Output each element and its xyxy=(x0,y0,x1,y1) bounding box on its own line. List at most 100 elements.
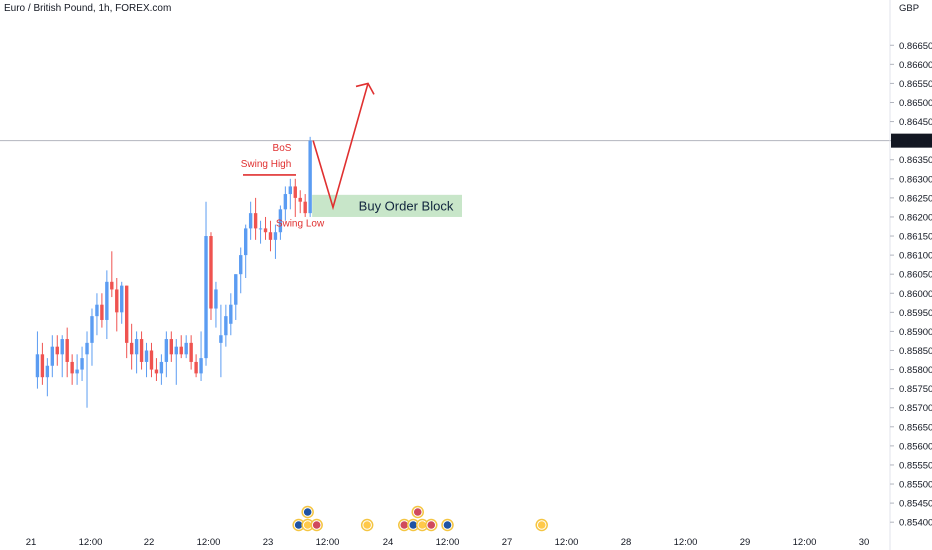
candle-body xyxy=(219,335,223,343)
price-tick-label: 0.85950 xyxy=(899,308,932,319)
candle xyxy=(149,342,154,378)
candle-body xyxy=(55,346,59,355)
price-tick-label: 0.85450 xyxy=(899,499,932,510)
event-marker xyxy=(292,505,323,532)
candle xyxy=(263,216,268,240)
price-tick-label: 0.85700 xyxy=(899,403,932,414)
candle-body xyxy=(248,213,253,229)
candle xyxy=(110,251,114,298)
event-marker xyxy=(398,505,438,532)
candle-body xyxy=(209,236,213,309)
candle-body xyxy=(35,354,40,378)
candle-body xyxy=(65,339,69,362)
candle-body xyxy=(234,274,238,305)
event-flag xyxy=(303,508,312,516)
candle xyxy=(100,293,104,328)
order-block-label: Buy Order Block xyxy=(359,198,454,213)
price-tick-label: 0.85400 xyxy=(899,518,932,529)
time-tick-label: 12:00 xyxy=(316,537,340,548)
candle-body xyxy=(179,346,183,355)
event-flag xyxy=(418,521,427,529)
time-tick-label: 27 xyxy=(502,537,513,548)
economic-events xyxy=(292,505,548,532)
event-flag xyxy=(443,521,452,529)
candle-body xyxy=(124,285,129,343)
candle xyxy=(184,335,188,359)
price-tick-label: 0.86300 xyxy=(899,174,932,185)
candle-body xyxy=(134,339,139,355)
time-tick-label: 22 xyxy=(144,537,155,548)
annotations: Buy Order Block Swing High BoS Swing Low xyxy=(241,82,462,229)
candle xyxy=(50,335,55,378)
candle xyxy=(234,274,238,320)
candle xyxy=(209,232,213,320)
time-tick-label: 30 xyxy=(859,537,870,548)
price-tick-label: 0.86350 xyxy=(899,155,932,166)
candle-body xyxy=(204,236,208,359)
candle xyxy=(308,136,312,217)
price-tick-label: 0.85850 xyxy=(899,346,932,357)
candle-body xyxy=(169,339,174,355)
candle xyxy=(204,201,208,366)
price-tick-label: 0.86500 xyxy=(899,98,932,109)
candle xyxy=(179,335,183,359)
candle-body xyxy=(85,342,89,355)
event-flag xyxy=(294,521,303,529)
price-tick-label: 0.86150 xyxy=(899,232,932,243)
candle-body xyxy=(159,361,164,374)
candle-body xyxy=(214,289,218,309)
time-tick-label: 12:00 xyxy=(436,537,460,548)
candle-body xyxy=(50,346,55,366)
candle xyxy=(129,323,134,370)
candle xyxy=(85,331,89,408)
candle xyxy=(219,304,223,378)
candle xyxy=(154,358,159,382)
price-tick-label: 0.85550 xyxy=(899,460,932,471)
candle-body xyxy=(40,354,45,378)
price-tick-label: 0.85600 xyxy=(899,441,932,452)
time-tick-label: 28 xyxy=(621,537,632,548)
candle-body xyxy=(258,228,263,230)
candle-body xyxy=(174,346,178,355)
candle-body xyxy=(60,339,64,355)
price-tick-label: 0.86450 xyxy=(899,117,932,128)
candle-body xyxy=(199,358,203,374)
time-tick-label: 12:00 xyxy=(674,537,698,548)
candle-body xyxy=(268,232,273,240)
price-tick-label: 0.85650 xyxy=(899,422,932,433)
candle-body xyxy=(194,361,198,374)
candle-body xyxy=(70,361,74,374)
event-flag xyxy=(400,521,409,529)
candle-body xyxy=(253,213,258,229)
candle xyxy=(293,178,297,217)
time-tick-label: 12:00 xyxy=(197,537,221,548)
candle xyxy=(105,270,109,340)
candle-body xyxy=(189,342,193,362)
candle xyxy=(268,220,273,252)
candle-body xyxy=(239,255,243,275)
candle-body xyxy=(110,281,114,290)
price-tick-label: 0.85500 xyxy=(899,480,932,491)
swing-high-label: Swing High xyxy=(241,159,292,170)
price-tick-label: 0.86550 xyxy=(899,79,932,90)
price-tick-label: 0.86100 xyxy=(899,251,932,262)
candle xyxy=(124,285,129,359)
candle-body xyxy=(100,304,104,320)
bos-label: BoS xyxy=(273,143,292,154)
candle-body xyxy=(105,281,109,320)
candle-body xyxy=(303,201,307,214)
candle-body xyxy=(184,342,188,355)
candle xyxy=(144,342,149,378)
candle-body xyxy=(283,194,288,210)
candle xyxy=(199,331,203,382)
price-tick-label: 0.85750 xyxy=(899,384,932,395)
candle xyxy=(239,247,243,294)
time-tick-label: 12:00 xyxy=(79,537,103,548)
candle xyxy=(164,331,169,378)
currency-label: GBP xyxy=(899,3,919,14)
candle xyxy=(75,354,79,385)
candle xyxy=(169,331,174,362)
candle xyxy=(278,205,283,240)
price-tick-label: 0.85800 xyxy=(899,365,932,376)
